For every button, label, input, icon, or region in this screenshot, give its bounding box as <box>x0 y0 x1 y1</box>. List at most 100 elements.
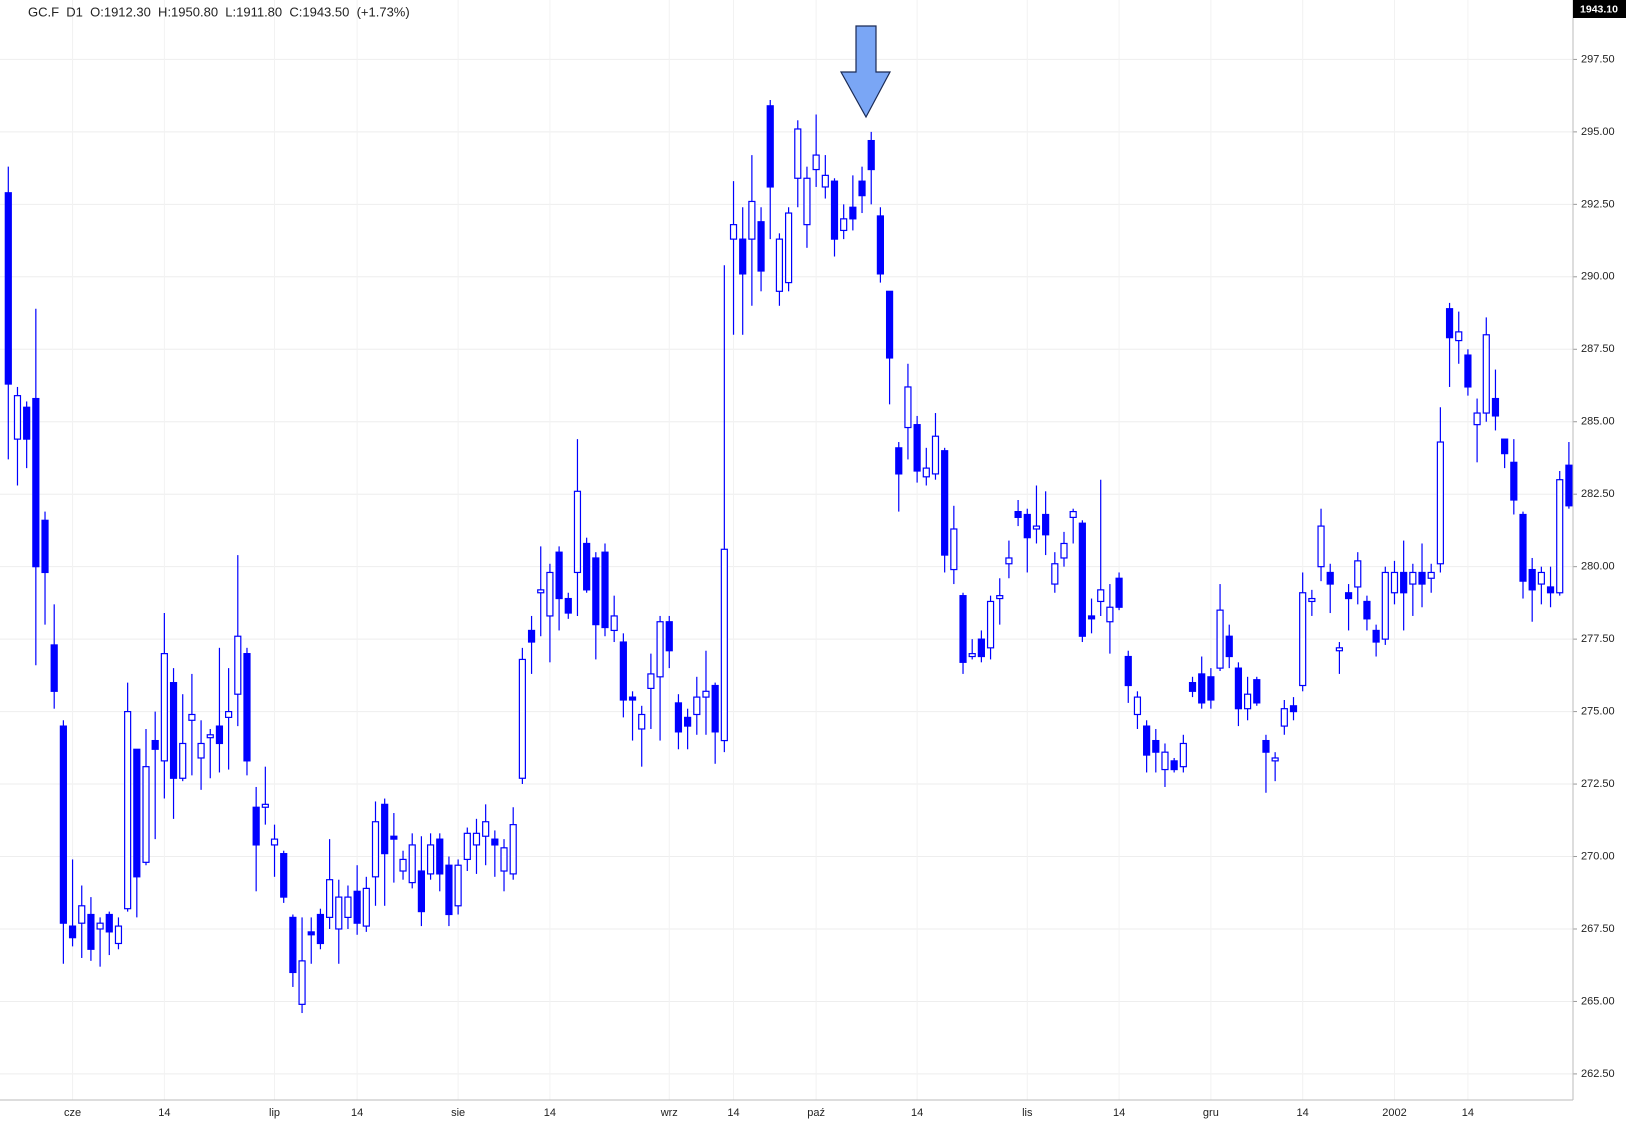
candle-body <box>931 435 940 475</box>
candle-body <box>1023 513 1031 539</box>
candle-body <box>1537 571 1545 585</box>
candle-body <box>555 551 563 600</box>
x-tick-label: 14 <box>351 1107 363 1119</box>
candle-body <box>133 748 141 878</box>
candle-body <box>1390 571 1399 594</box>
candle-body <box>702 690 710 698</box>
candle-body <box>261 803 269 808</box>
candle-body <box>1473 412 1481 426</box>
y-tick-label: 267.50 <box>1581 923 1615 935</box>
candle-body <box>23 406 31 440</box>
candle-body <box>518 658 526 779</box>
candle-body <box>885 290 894 359</box>
candle-body <box>482 821 490 837</box>
candle-body <box>371 821 380 878</box>
candle-body <box>913 424 921 472</box>
candle-body <box>803 177 811 226</box>
candle-body <box>619 641 627 701</box>
candle-body <box>628 696 637 701</box>
x-tick-label: 14 <box>1297 1107 1309 1119</box>
candle-body <box>1427 571 1435 579</box>
candle-body <box>225 710 233 718</box>
candle-body <box>968 653 976 658</box>
candle-body <box>1299 592 1307 687</box>
candle-body <box>270 838 279 846</box>
candle-body <box>289 916 297 974</box>
candle-body <box>757 221 765 272</box>
candle-body <box>426 844 435 875</box>
candle-body <box>1344 592 1353 600</box>
candle-body <box>408 844 416 884</box>
y-tick-label: 290.00 <box>1581 271 1615 283</box>
candle-body <box>1060 542 1068 559</box>
y-tick-label: 292.50 <box>1581 198 1615 210</box>
candle-body <box>68 925 77 939</box>
candle-body <box>114 925 123 945</box>
candle-body <box>252 806 260 846</box>
candle-body <box>1271 757 1279 762</box>
y-tick-label: 297.50 <box>1581 53 1615 65</box>
candle-body <box>436 838 444 875</box>
candle-body <box>1216 609 1224 669</box>
candle-body <box>445 864 453 916</box>
candle-body <box>1207 676 1215 701</box>
y-tick-label: 275.00 <box>1581 706 1615 718</box>
candle-body <box>1409 571 1417 585</box>
x-tick-label: 14 <box>158 1107 170 1119</box>
candle-body <box>243 653 251 762</box>
arrow-annotation <box>839 25 891 119</box>
candle-body <box>1280 708 1288 727</box>
candle-body <box>922 467 930 478</box>
candle-body <box>858 180 866 197</box>
candle-body <box>316 913 325 945</box>
candle-body <box>1565 464 1573 507</box>
candle-body <box>1188 682 1197 692</box>
candle-body <box>78 905 86 924</box>
candle-body <box>986 600 995 649</box>
candle-body <box>830 180 839 240</box>
candle-body <box>895 447 903 475</box>
candle-body <box>13 395 22 440</box>
y-tick-label: 262.50 <box>1581 1068 1615 1080</box>
candle-body <box>977 638 985 658</box>
candle-body <box>1051 563 1059 585</box>
candle-body <box>638 713 646 730</box>
candle-body <box>601 551 609 629</box>
candle-body <box>527 629 536 643</box>
candle-body <box>1005 557 1013 565</box>
candle-body <box>142 766 150 863</box>
candle-body <box>1354 560 1362 588</box>
candle-body <box>1042 513 1050 536</box>
candle-body <box>124 710 132 910</box>
x-tick-label: lis <box>1022 1107 1033 1119</box>
candle-body <box>1087 615 1096 620</box>
candle-body <box>1115 577 1123 608</box>
x-tick-label: 14 <box>911 1107 923 1119</box>
y-tick-label: 287.50 <box>1581 343 1615 355</box>
candle-body <box>996 595 1004 600</box>
candle-body <box>381 803 389 855</box>
candle-body <box>941 450 949 556</box>
candle-body <box>1143 725 1151 756</box>
candle-body <box>1152 739 1160 753</box>
x-tick-label: cze <box>64 1107 81 1119</box>
candle-body <box>390 835 398 840</box>
candle-body <box>1510 461 1518 501</box>
candle-body <box>711 684 719 733</box>
candle-body <box>784 212 793 284</box>
x-tick-label: wrz <box>660 1107 678 1119</box>
y-tick-label: 280.00 <box>1581 561 1615 573</box>
candle-body <box>160 653 168 762</box>
candle-body <box>509 824 517 875</box>
candle-body <box>1161 751 1169 771</box>
candle-body <box>32 397 40 568</box>
candle-body <box>491 838 499 846</box>
x-tick-label: 14 <box>544 1107 556 1119</box>
y-tick-label: 265.00 <box>1581 995 1615 1007</box>
candle-body <box>1501 438 1509 455</box>
candle-body <box>206 734 214 739</box>
candle-body <box>1069 510 1077 518</box>
candle-body <box>1528 568 1536 591</box>
candle-body <box>867 139 875 171</box>
